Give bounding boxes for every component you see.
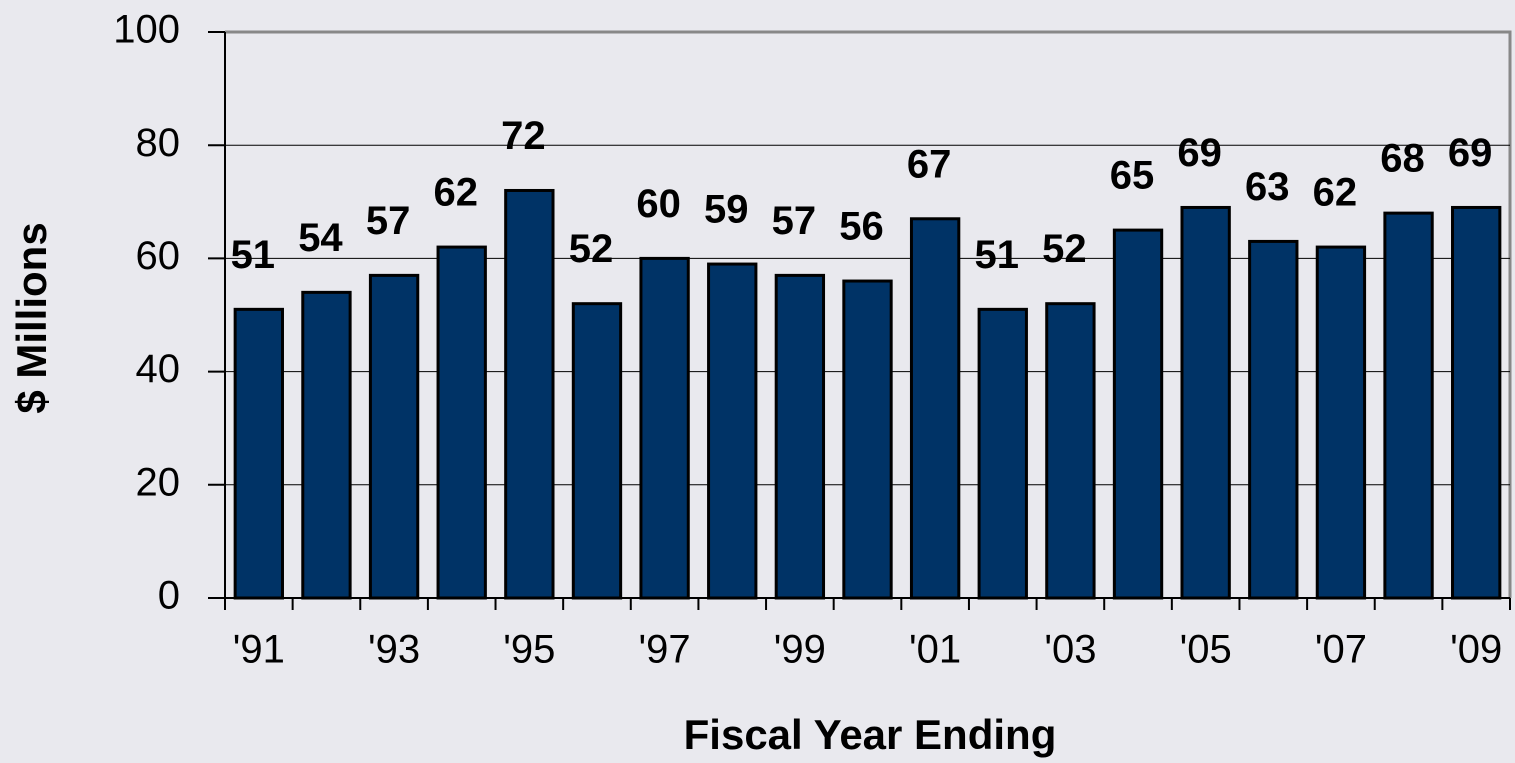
bar	[639, 256, 690, 600]
data-label: 59	[704, 188, 749, 232]
bar	[1451, 205, 1502, 600]
data-label: 52	[569, 227, 614, 271]
bar	[1045, 302, 1096, 600]
y-axis-title: $ Millions	[8, 222, 55, 413]
bar	[1315, 245, 1367, 600]
plot-frame	[225, 30, 1512, 598]
x-tick-label: '09	[1450, 628, 1502, 672]
data-label: 57	[772, 199, 817, 243]
x-axis-title: Fiscal Year Ending	[684, 711, 1057, 758]
bar	[301, 290, 352, 600]
bar	[909, 217, 961, 600]
x-tick-label: '99	[774, 628, 826, 672]
y-tick-label: 40	[136, 347, 181, 391]
x-tick-label: '91	[233, 628, 285, 672]
bar	[1112, 228, 1164, 600]
y-tick-label: 60	[136, 234, 181, 278]
data-label: 51	[231, 233, 276, 277]
x-tick-label: '93	[368, 628, 420, 672]
x-tick-label: '97	[639, 628, 691, 672]
bar	[774, 273, 826, 600]
data-label: 62	[433, 171, 478, 215]
data-label: 51	[975, 233, 1020, 277]
bar	[707, 262, 758, 600]
x-tick-label: '05	[1180, 628, 1232, 672]
y-tick-label: 100	[113, 8, 180, 52]
bar	[368, 273, 420, 600]
bar	[233, 307, 284, 600]
y-tick-label: 20	[136, 460, 181, 504]
data-label: 72	[501, 114, 546, 158]
bar	[504, 188, 555, 600]
data-label: 57	[366, 199, 411, 243]
data-label: 69	[1177, 131, 1222, 175]
bar	[1248, 239, 1299, 600]
data-label: 56	[839, 205, 884, 249]
bar	[571, 302, 623, 600]
data-label: 60	[636, 182, 681, 226]
bar	[436, 245, 487, 600]
bar	[1180, 205, 1231, 600]
bar	[842, 279, 893, 600]
data-label: 62	[1313, 171, 1358, 215]
data-label: 65	[1110, 154, 1155, 198]
data-label: 68	[1380, 137, 1425, 181]
x-tick-label: '07	[1315, 628, 1367, 672]
data-label: 67	[907, 142, 952, 186]
data-label: 52	[1042, 227, 1087, 271]
bar	[977, 307, 1028, 600]
x-tick-label: '95	[503, 628, 555, 672]
bar	[1383, 211, 1434, 600]
data-label: 63	[1245, 165, 1290, 209]
y-tick-label: 80	[136, 121, 181, 165]
x-tick-label: '01	[909, 628, 961, 672]
x-tick-label: '03	[1044, 628, 1096, 672]
y-tick-label: 0	[158, 574, 180, 618]
data-label: 69	[1448, 131, 1493, 175]
data-label: 54	[298, 216, 343, 260]
